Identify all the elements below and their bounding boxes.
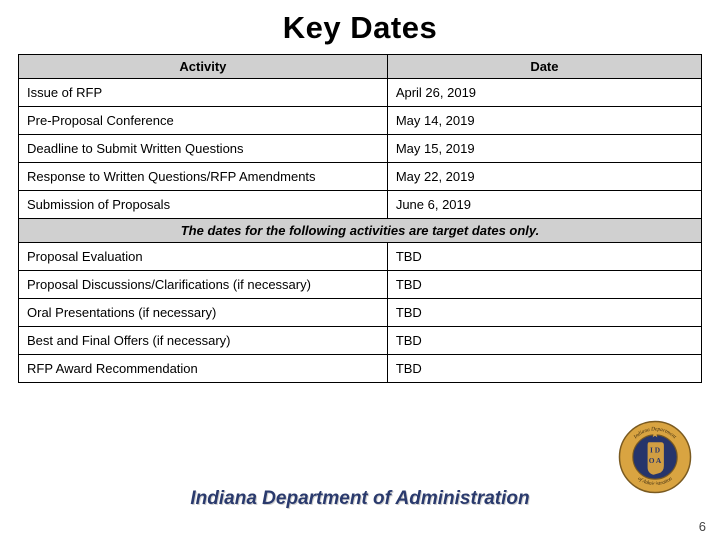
cell-date: TBD (387, 271, 701, 299)
cell-date: TBD (387, 327, 701, 355)
cell-activity: Issue of RFP (19, 79, 388, 107)
cell-activity: Proposal Evaluation (19, 243, 388, 271)
cell-date: TBD (387, 299, 701, 327)
svg-text:O A: O A (649, 456, 662, 465)
cell-date: May 22, 2019 (387, 163, 701, 191)
table-row: Proposal Evaluation TBD (19, 243, 702, 271)
svg-text:I D: I D (650, 446, 660, 455)
table-row: Oral Presentations (if necessary) TBD (19, 299, 702, 327)
cell-activity: Submission of Proposals (19, 191, 388, 219)
cell-activity: Response to Written Questions/RFP Amendm… (19, 163, 388, 191)
key-dates-table: Activity Date Issue of RFP April 26, 201… (18, 54, 702, 383)
table-row: Response to Written Questions/RFP Amendm… (19, 163, 702, 191)
page-number: 6 (699, 519, 706, 534)
slide-title: Key Dates (18, 10, 702, 46)
table-row: Deadline to Submit Written Questions May… (19, 135, 702, 163)
cell-date: TBD (387, 355, 701, 383)
cell-activity: Pre-Proposal Conference (19, 107, 388, 135)
cell-activity: Proposal Discussions/Clarifications (if … (19, 271, 388, 299)
cell-activity: RFP Award Recommendation (19, 355, 388, 383)
cell-date: TBD (387, 243, 701, 271)
cell-date: June 6, 2019 (387, 191, 701, 219)
footer-text: Indiana Department of Administration (190, 488, 529, 509)
cell-date: April 26, 2019 (387, 79, 701, 107)
cell-activity: Best and Final Offers (if necessary) (19, 327, 388, 355)
table-row: Submission of Proposals June 6, 2019 (19, 191, 702, 219)
col-header-date: Date (387, 55, 701, 79)
cell-date: May 14, 2019 (387, 107, 701, 135)
cell-activity: Oral Presentations (if necessary) (19, 299, 388, 327)
cell-activity: Deadline to Submit Written Questions (19, 135, 388, 163)
table-row: Proposal Discussions/Clarifications (if … (19, 271, 702, 299)
footer: Indiana Department of Administration (0, 488, 720, 510)
cell-date: May 15, 2019 (387, 135, 701, 163)
table-header-row: Activity Date (19, 55, 702, 79)
col-header-activity: Activity (19, 55, 388, 79)
table-row: RFP Award Recommendation TBD (19, 355, 702, 383)
table-row: Best and Final Offers (if necessary) TBD (19, 327, 702, 355)
table-row: Issue of RFP April 26, 2019 (19, 79, 702, 107)
idoa-seal-icon: I D O A Indiana Department of Administra… (618, 420, 692, 494)
banner-text: The dates for the following activities a… (19, 219, 702, 243)
table-row: Pre-Proposal Conference May 14, 2019 (19, 107, 702, 135)
banner-row: The dates for the following activities a… (19, 219, 702, 243)
